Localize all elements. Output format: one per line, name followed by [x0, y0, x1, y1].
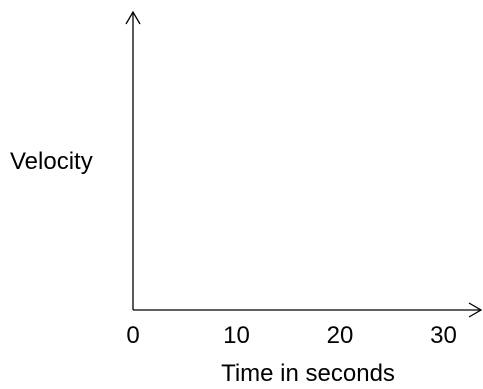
- y-axis-arrowhead: [125, 10, 141, 25]
- x-tick-label: 0: [126, 322, 139, 349]
- x-axis-arrowhead: [468, 302, 483, 318]
- x-axis-label: Time in seconds: [221, 360, 395, 387]
- x-tick-label: 10: [223, 322, 250, 349]
- y-axis-label: Velocity: [10, 148, 93, 175]
- x-tick-label: 20: [327, 322, 354, 349]
- x-tick-labels: 0 10 20 30: [126, 322, 457, 349]
- x-tick-label: 30: [430, 322, 457, 349]
